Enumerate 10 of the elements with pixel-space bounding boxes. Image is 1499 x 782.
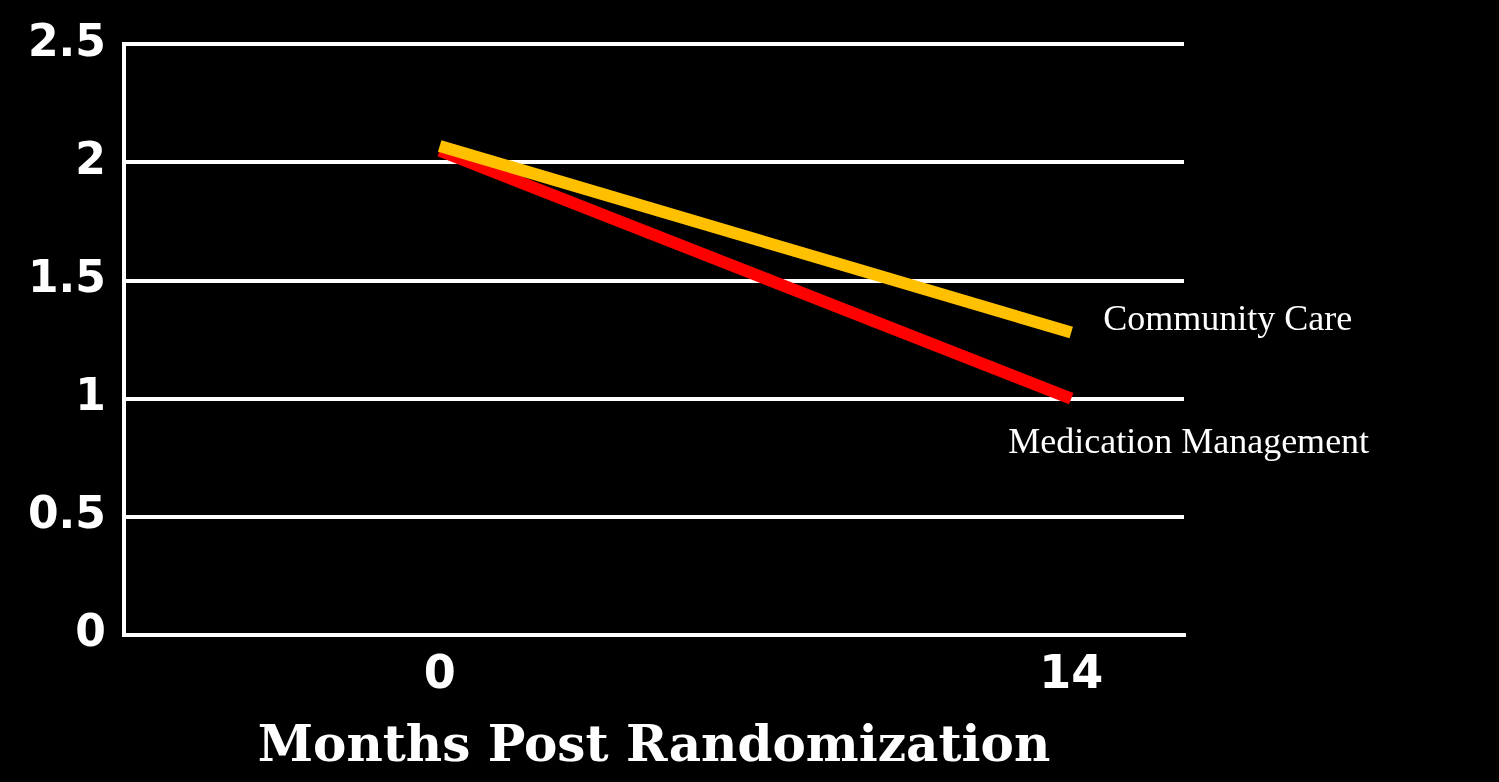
y-tick-label: 1.5 — [27, 251, 106, 302]
y-tick-label: 2 — [75, 132, 106, 184]
x-axis-title: Months Post Randomization — [257, 713, 1051, 773]
series-label: Community Care — [1103, 297, 1353, 338]
y-tick-label: 2.5 — [27, 14, 106, 66]
x-tick-label: 14 — [1039, 645, 1104, 700]
y-tick-label: 0.5 — [27, 487, 106, 539]
series-label: Medication Management — [1008, 421, 1370, 462]
y-tick-label: 0 — [75, 605, 106, 657]
y-tick-label: 1 — [75, 369, 106, 421]
